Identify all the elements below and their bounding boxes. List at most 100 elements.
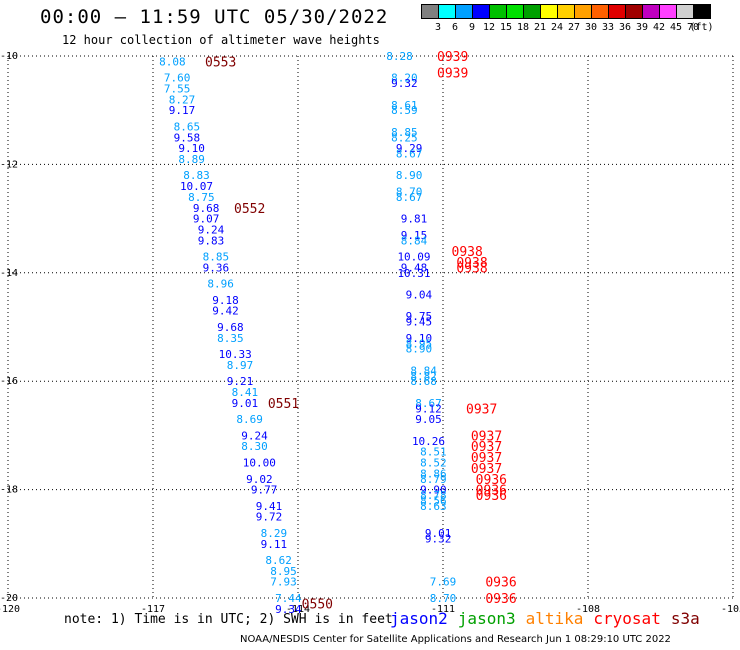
swh-value: 8.85 — [391, 126, 418, 139]
swh-value: 8.83 — [183, 169, 210, 182]
swh-value: 9.11 — [261, 538, 288, 551]
swh-value: 8.90 — [396, 169, 423, 182]
pass-time-label: 0937 — [471, 451, 502, 466]
legend-label: 36 — [618, 22, 632, 33]
swh-value: 8.65 — [174, 120, 201, 133]
swh-value: 9.90 — [420, 484, 447, 497]
mission-label: altika — [525, 609, 584, 628]
swh-value: 9.18 — [212, 294, 239, 307]
legend-label: 39 — [635, 22, 649, 33]
swh-value: 9.32 — [425, 532, 452, 545]
swh-value: 8.82 — [410, 370, 437, 383]
pass-time-label: 0936 — [476, 473, 507, 488]
swh-value: 10.09 — [397, 251, 430, 264]
pass-time-label: 0936 — [485, 576, 516, 591]
swh-value: 8.75 — [188, 191, 215, 204]
swh-value: 10.31 — [397, 267, 430, 280]
lat-tick-label: -18 — [0, 485, 18, 496]
swh-value: 8.41 — [232, 386, 259, 399]
lon-tick-label: -105 — [721, 604, 740, 615]
swh-value: 8.95 — [270, 565, 297, 578]
swh-value: 8.89 — [178, 153, 205, 166]
swh-value: 9.21 — [227, 375, 254, 388]
swh-value: 7.44 — [275, 592, 302, 605]
swh-value: 9.72 — [256, 511, 283, 524]
legend-label: 42 — [652, 22, 666, 33]
legend-label: 15 — [499, 22, 513, 33]
swh-value: 8.84 — [410, 364, 437, 377]
swh-value: 9.07 — [193, 213, 220, 226]
swh-value: 8.27 — [169, 93, 196, 106]
swh-value: 9.48 — [401, 261, 428, 274]
color-scale-labels: 3 6 9 12 15 18 21 24 27 30 33 36 39 42 45 70 (ft) — [421, 22, 740, 34]
swh-value: 8.28 — [386, 50, 413, 63]
swh-value: 9.68 — [217, 321, 244, 334]
swh-value: 8.84 — [401, 234, 428, 247]
lon-tick-label: -108 — [576, 604, 600, 615]
swh-value: 8.86 — [420, 467, 447, 480]
swh-value: 9.15 — [401, 229, 428, 242]
swh-value: 9.29 — [396, 142, 423, 155]
legend-label: 3 — [434, 22, 442, 33]
pass-time-label: 0936 — [476, 489, 507, 504]
swh-value: 9.81 — [401, 213, 428, 226]
swh-value: 9.36 — [203, 261, 230, 274]
pass-time-label: 0936 — [485, 592, 516, 607]
pass-time-label: 0552 — [234, 202, 265, 217]
pass-time-label: 0938 — [456, 261, 487, 276]
swh-value: 8.85 — [203, 251, 230, 264]
swh-value: 7.69 — [430, 576, 457, 589]
legend-label: 45 — [669, 22, 683, 33]
color-scale-legend — [421, 4, 711, 19]
swh-value: 7.55 — [164, 83, 191, 96]
swh-value: 9.04 — [406, 288, 433, 301]
swh-value: 8.52 — [420, 457, 447, 470]
swh-value: 9.58 — [174, 131, 201, 144]
legend-label: 9 — [468, 22, 476, 33]
lon-tick-label: -120 — [0, 604, 20, 615]
legend-label: 18 — [516, 22, 530, 33]
swh-value: 10.00 — [243, 457, 276, 470]
swh-value: 8.70 — [430, 592, 457, 605]
swh-value: 10.33 — [219, 348, 252, 361]
swh-value: 8.78 — [420, 489, 447, 502]
swh-value: 7.93 — [270, 576, 297, 589]
map-subtitle: 12 hour collection of altimeter wave hei… — [62, 33, 380, 47]
lat-tick-label: -14 — [0, 268, 18, 279]
pass-time-label: 0936 — [476, 484, 507, 499]
swh-value: 8.29 — [261, 527, 288, 540]
legend-label: 33 — [601, 22, 615, 33]
swh-value: 8.35 — [217, 332, 244, 345]
lat-tick-label: -12 — [0, 159, 18, 170]
swh-value: 8.96 — [207, 278, 234, 291]
swh-value: 8.67 — [415, 397, 442, 410]
swh-value: 8.08 — [159, 55, 186, 68]
swh-value: 9.12 — [415, 402, 442, 415]
footer-credit: NOAA/NESDIS Center for Satellite Applica… — [240, 634, 671, 645]
legend-label: 24 — [550, 22, 564, 33]
swh-value: 9.77 — [251, 484, 278, 497]
mission-legend: jason2 jason3 altika cryosat s3a — [390, 609, 710, 628]
pass-time-label: 0937 — [471, 462, 502, 477]
swh-value: 9.42 — [212, 305, 239, 318]
pass-time-label: 0550 — [302, 597, 333, 612]
map-title: 00:00 – 11:59 UTC 05/30/2022 — [40, 6, 389, 28]
mission-label: cryosat — [593, 609, 661, 628]
swh-value: 7.60 — [164, 72, 191, 85]
swh-value: 9.32 — [391, 77, 418, 90]
swh-value: 8.69 — [236, 413, 263, 426]
legend-label: 30 — [584, 22, 598, 33]
swh-value: 9.05 — [415, 413, 442, 426]
swh-value: 9.34 — [275, 603, 302, 616]
pass-time-label: 0553 — [205, 55, 236, 70]
pass-time-label: 0938 — [452, 245, 483, 260]
lon-tick-label: -117 — [141, 604, 165, 615]
pass-time-label: 0551 — [268, 397, 299, 412]
swh-value: 9.41 — [256, 500, 283, 513]
lon-tick-label: -111 — [431, 604, 455, 615]
pass-time-label: 0937 — [471, 440, 502, 455]
swh-value: 8.56 — [420, 494, 447, 507]
mission-label: jason3 — [457, 609, 516, 628]
mission-label: jason2 — [390, 609, 448, 628]
legend-label: 21 — [533, 22, 547, 33]
